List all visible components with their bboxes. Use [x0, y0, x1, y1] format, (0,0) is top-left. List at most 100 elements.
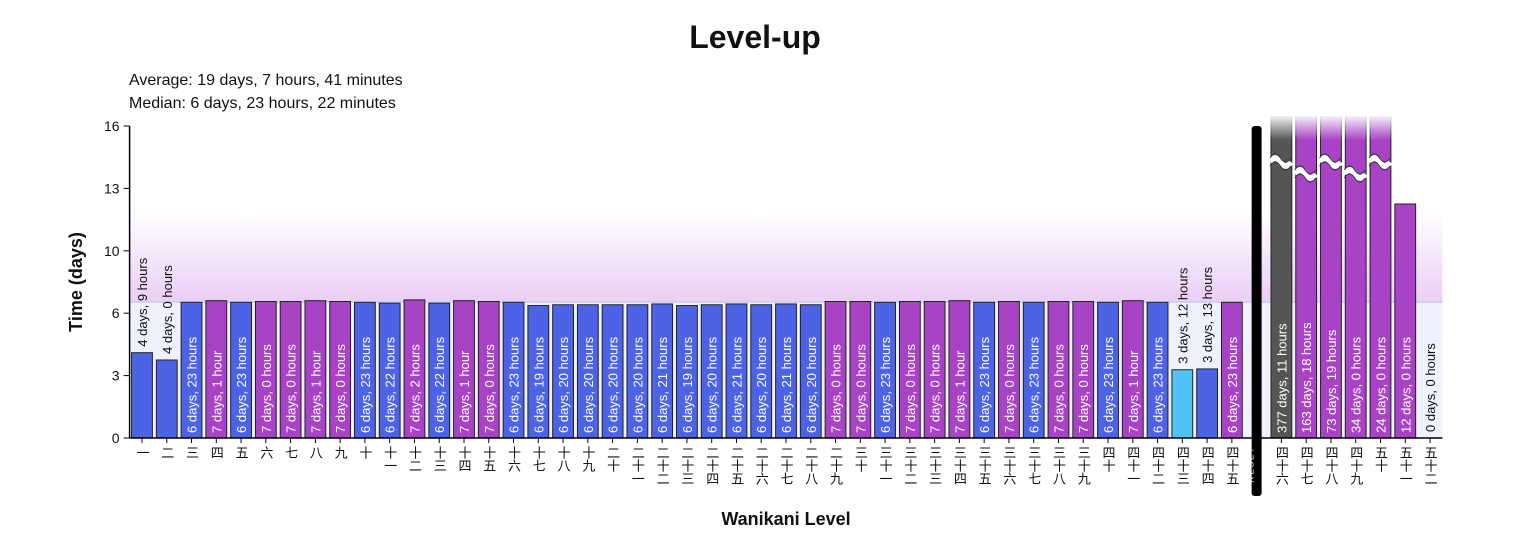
value-label: 7 days, 0 hours: [903, 344, 918, 433]
value-label: 7 days, 0 hours: [482, 344, 497, 433]
x-tick-label: 五: [234, 446, 249, 459]
x-axis-label: Wanikani Level: [721, 509, 850, 529]
value-label: 6 days, 23 hours: [878, 336, 893, 433]
x-tick-label: 三十三: [927, 446, 942, 485]
y-axis-label: Time (days): [66, 232, 86, 332]
value-label: 6 days, 23 hours: [1225, 336, 1240, 433]
x-tick-label: 五十一: [1398, 446, 1413, 485]
value-label: 163 days, 18 hours: [1299, 322, 1314, 433]
x-tick-label: 三十二: [902, 446, 917, 485]
x-tick-label: 二十四: [704, 446, 719, 485]
x-tick-label: 五十二: [1423, 446, 1438, 485]
break-squiggle: [1317, 155, 1343, 169]
x-tick-label: 十九: [580, 446, 595, 473]
break-squiggle: [1366, 155, 1393, 169]
break-squiggle: [1341, 167, 1368, 181]
x-tick-label: 三十九: [1076, 446, 1091, 486]
value-label: 6 days, 22 hours: [383, 336, 398, 433]
value-label: 377 days, 11 hours: [1274, 323, 1289, 433]
x-tick-label: 二十一: [630, 446, 645, 485]
y-tick-label: 10: [104, 243, 120, 259]
x-tick-label: 四十一: [1125, 446, 1140, 485]
x-tick-label: 十八: [556, 446, 571, 472]
bar-fade: [1270, 114, 1293, 140]
bar-fade: [1344, 114, 1368, 140]
y-tick-label: 0: [112, 430, 120, 446]
value-label: 7 days, 1 hour: [952, 350, 967, 433]
value-label: 6 days, 21 hours: [779, 336, 794, 433]
x-tick-label: 四十六: [1274, 446, 1289, 485]
value-label: 6 days, 21 hours: [655, 336, 670, 433]
value-label: 6 days, 23 hours: [977, 336, 992, 433]
value-label: 6 days, 20 hours: [754, 336, 769, 433]
bar: [1171, 369, 1194, 439]
x-tick-label: 十三: [432, 446, 447, 472]
value-label: 12 days, 0 hours: [1398, 336, 1413, 433]
x-tick-label: 四: [209, 446, 224, 459]
value-label: 7 days, 0 hours: [1076, 344, 1091, 433]
x-tick-label: 四十八: [1323, 446, 1338, 485]
x-tick-label: 二十二: [655, 446, 670, 485]
x-tick-label: 十四: [456, 446, 471, 472]
value-label: 7 days, 0 hours: [1051, 344, 1066, 433]
value-label: 7 days, 2 hours: [407, 344, 422, 433]
y-tick-label: 3: [112, 368, 120, 384]
bar: [131, 352, 153, 439]
x-tick-label: 四十五: [1224, 446, 1239, 485]
x-tick-label: 二十: [605, 446, 620, 472]
x-tick-label: 十六: [506, 446, 521, 472]
x-tick-label: 七: [283, 446, 298, 459]
value-label: 34 days, 0 hours: [1349, 336, 1364, 433]
value-label: 7 days, 1 hour: [457, 350, 472, 433]
x-tick-label: 三十四: [952, 446, 967, 485]
median-band: [129, 212, 1443, 303]
bar: [155, 359, 178, 439]
value-label: 7 days, 0 hours: [259, 344, 274, 433]
value-label: 7 days, 0 hours: [829, 344, 844, 433]
median-text: Median: 6 days, 23 hours, 22 minutes: [129, 95, 396, 112]
y-tick-label: 6: [112, 305, 120, 321]
value-label: 4 days, 9 hours: [135, 257, 150, 346]
value-label: 6 days, 19 hours: [531, 336, 546, 433]
x-tick-label: 二十七: [779, 446, 794, 485]
x-tick-label: 十一: [382, 446, 397, 472]
x-tick-label: 二十三: [679, 446, 694, 485]
x-tick-label: 九: [333, 446, 348, 460]
x-tick-label: 六: [258, 446, 273, 459]
value-label: 73 days, 19 hours: [1324, 329, 1339, 433]
value-label: 0 days, 0 hours: [1423, 343, 1438, 432]
x-tick-label: 三十一: [878, 446, 893, 485]
y-tick-label: 16: [104, 118, 120, 134]
value-label: 6 days, 22 hours: [432, 336, 447, 433]
value-label: 7 days, 0 hours: [928, 344, 943, 433]
x-tick-label: 一: [134, 446, 149, 459]
value-label: 7 days, 0 hours: [1002, 344, 1017, 433]
x-tick-label: 二十九: [828, 446, 843, 486]
x-tick-label: 八: [308, 446, 323, 459]
value-label: 6 days, 20 hours: [630, 336, 645, 433]
value-label: 7 days, 1 hour: [1126, 350, 1141, 433]
value-label: 6 days, 20 hours: [556, 336, 571, 433]
x-tick-label: 三十八: [1051, 446, 1066, 485]
y-tick-label: 13: [104, 180, 120, 196]
x-tick-label: 三: [184, 446, 199, 459]
value-label: 7 days, 1 hour: [308, 350, 323, 433]
value-label: 6 days, 23 hours: [1151, 336, 1166, 433]
break-squiggle-edge: [1319, 153, 1341, 171]
value-label: 6 days, 20 hours: [705, 336, 720, 433]
x-tick-label: 三十: [853, 446, 868, 472]
x-tick-label: 三十五: [977, 446, 992, 485]
average-text: Average: 19 days, 7 hours, 41 minutes: [129, 72, 403, 89]
x-tick-label: 四十四: [1200, 446, 1215, 485]
value-label: 3 days, 13 hours: [1200, 266, 1215, 363]
x-tick-label: 二十六: [754, 446, 769, 485]
x-tick-label: 四十七: [1299, 446, 1314, 485]
value-label: 6 days, 19 hours: [680, 336, 695, 433]
x-tick-label: 十二: [407, 446, 422, 472]
value-label: 4 days, 0 hours: [160, 265, 175, 354]
x-tick-label: 四十三: [1175, 446, 1190, 485]
x-tick-label: 三十七: [1026, 446, 1041, 485]
value-label: 6 days, 20 hours: [804, 336, 819, 433]
bar-fade: [1319, 114, 1343, 140]
